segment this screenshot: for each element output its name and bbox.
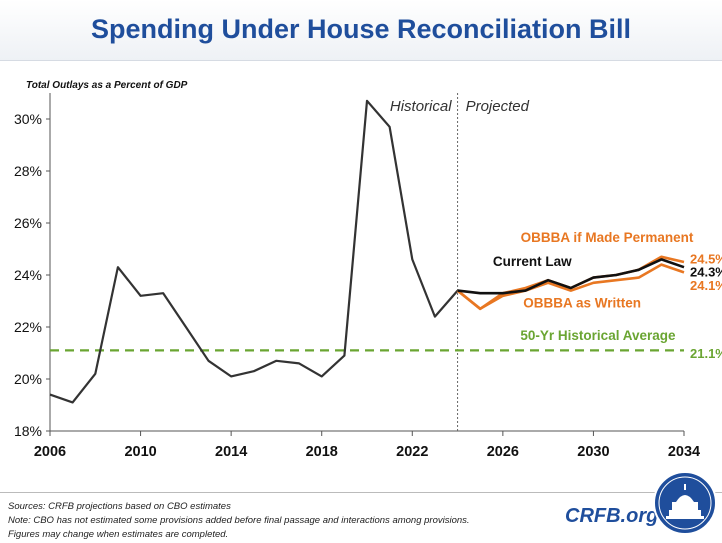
x-tick-label: 2018 <box>306 444 338 460</box>
end-value-label: 24.3% <box>690 264 722 279</box>
y-tick-label: 18% <box>14 423 42 439</box>
x-tick-label: 2014 <box>215 444 247 460</box>
y-tick-label: 30% <box>14 111 42 127</box>
brand-text: CRFB.org <box>565 505 659 527</box>
series-annotation-label: OBBBA as Written <box>523 296 641 311</box>
x-tick-label: 2022 <box>396 444 428 460</box>
series-annotation-label: Current Law <box>493 254 572 269</box>
chart-title: Spending Under House Reconciliation Bill <box>90 14 632 44</box>
y-tick-label: 24% <box>14 267 42 283</box>
y-tick-label: 26% <box>14 215 42 231</box>
y-tick-label: 22% <box>14 319 42 335</box>
sources-note: Sources: CRFB projections based on CBO e… <box>8 501 231 512</box>
x-tick-label: 2026 <box>487 444 519 460</box>
capitol-seal-icon <box>653 471 717 535</box>
x-tick-label: 2030 <box>577 444 609 460</box>
x-tick-label: 2010 <box>124 444 156 460</box>
chart-subtitle: Total Outlays as a Percent of GDP <box>26 80 188 91</box>
series-line-historical <box>49 99 459 404</box>
end-value-label: 24.1% <box>690 278 722 293</box>
end-value-label: 24.5% <box>690 251 722 266</box>
note-line-2: Figures may change when estimates are co… <box>8 529 229 540</box>
series-line-obbba-as-written <box>456 263 685 311</box>
note-line-1: Note: CBO has not estimated some provisi… <box>8 515 470 526</box>
end-value-label: 21.1% <box>690 346 722 361</box>
historical-label: Historical <box>390 98 452 115</box>
y-tick-label: 28% <box>14 163 42 179</box>
series-annotation-label: 50-Yr Historical Average <box>520 328 676 343</box>
series-annotation-label: OBBBA if Made Permanent <box>521 230 694 245</box>
series-line-current-law <box>457 258 685 295</box>
projected-label: Projected <box>466 98 530 115</box>
footer: Sources: CRFB projections based on CBO e… <box>0 492 722 543</box>
title-bar: Spending Under House Reconciliation Bill <box>0 0 722 61</box>
x-tick-label: 2006 <box>34 444 66 460</box>
y-tick-label: 20% <box>14 371 42 387</box>
x-tick-label: 2034 <box>668 444 700 460</box>
